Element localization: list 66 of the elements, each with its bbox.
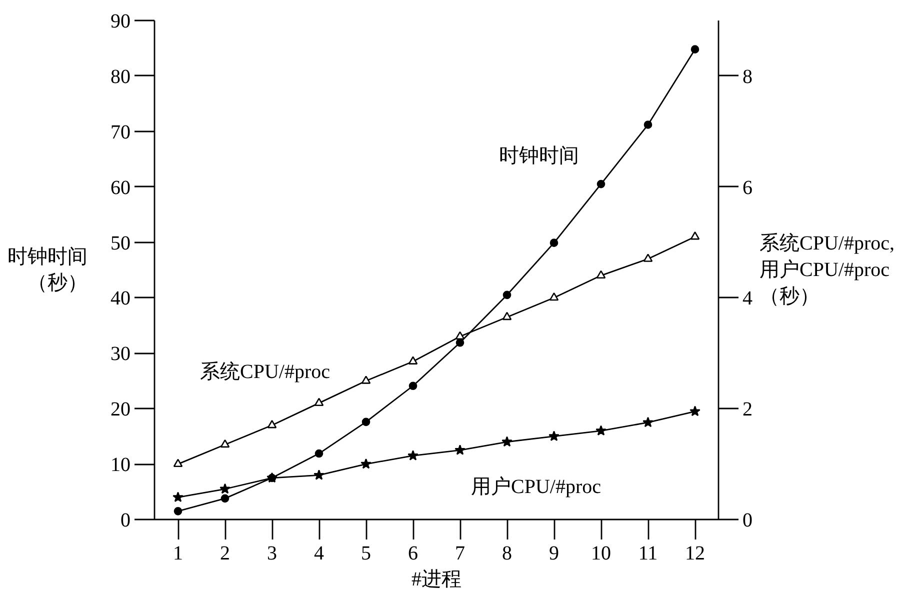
- point: [362, 418, 370, 426]
- point: [596, 425, 606, 436]
- x-tick-label: 3: [267, 542, 277, 564]
- point: [596, 180, 606, 188]
- point: [220, 483, 230, 494]
- point: [174, 507, 182, 516]
- y2-tick-label: 2: [742, 398, 752, 421]
- y2-tick-label: 4: [742, 288, 752, 310]
- point: [454, 444, 466, 455]
- x-tick-label: 7: [455, 542, 465, 564]
- point: [548, 430, 560, 442]
- x-tick-label: 5: [361, 542, 371, 564]
- point: [220, 439, 230, 448]
- y-tick-label: 10: [110, 454, 130, 476]
- point: [549, 292, 559, 301]
- point: [502, 312, 512, 320]
- y-tick-label: 90: [110, 10, 130, 32]
- point: [314, 449, 324, 458]
- y-axis-title: 时钟时间（秒）: [8, 246, 88, 294]
- y-tick-label: 70: [110, 121, 130, 144]
- point: [267, 420, 277, 428]
- series-label: 时钟时间: [499, 145, 579, 168]
- point: [502, 290, 512, 300]
- point: [220, 494, 230, 503]
- point: [690, 406, 700, 416]
- point: [314, 398, 324, 406]
- x-tick-label: 1: [173, 542, 183, 564]
- point: [502, 436, 512, 447]
- point: [550, 238, 558, 247]
- point: [360, 458, 372, 469]
- y-tick-label: 40: [110, 288, 130, 310]
- point: [643, 254, 653, 262]
- y-tick-label: 30: [110, 343, 130, 366]
- point: [314, 469, 324, 480]
- x-tick-label: 12: [685, 542, 705, 564]
- point: [408, 356, 418, 364]
- point: [690, 231, 700, 240]
- point: [455, 331, 465, 340]
- y2-tick-label: 6: [742, 176, 752, 199]
- point: [596, 270, 606, 279]
- x-tick-label: 10: [591, 542, 611, 564]
- point: [172, 492, 184, 502]
- point: [361, 376, 371, 384]
- point: [642, 416, 654, 428]
- x-tick-label: 6: [408, 542, 418, 564]
- point: [690, 45, 700, 54]
- y-tick-label: 0: [120, 510, 130, 532]
- x-axis-title: #进程: [412, 568, 462, 590]
- y2-tick-label: 8: [742, 66, 752, 88]
- y-tick-label: 50: [110, 232, 130, 254]
- x-tick-label: 4: [314, 542, 324, 564]
- point: [173, 458, 183, 468]
- y2-tick-label: 0: [742, 510, 752, 532]
- series-label: 系统CPU/#proc: [200, 361, 330, 384]
- x-tick-label: 2: [220, 542, 230, 564]
- point: [408, 450, 418, 460]
- y-tick-label: 20: [110, 398, 130, 421]
- y-tick-label: 60: [110, 176, 130, 199]
- y-tick-label: 80: [110, 66, 130, 88]
- x-tick-label: 9: [549, 542, 559, 564]
- x-tick-label: 11: [638, 542, 658, 564]
- point: [644, 120, 652, 129]
- y2-axis-title: 系统CPU/#proc, 用户CPU/#proc （秒）: [760, 232, 894, 308]
- x-tick-label: 8: [502, 542, 512, 564]
- point: [408, 382, 418, 390]
- series-label: 用户CPU/#proc: [471, 476, 602, 498]
